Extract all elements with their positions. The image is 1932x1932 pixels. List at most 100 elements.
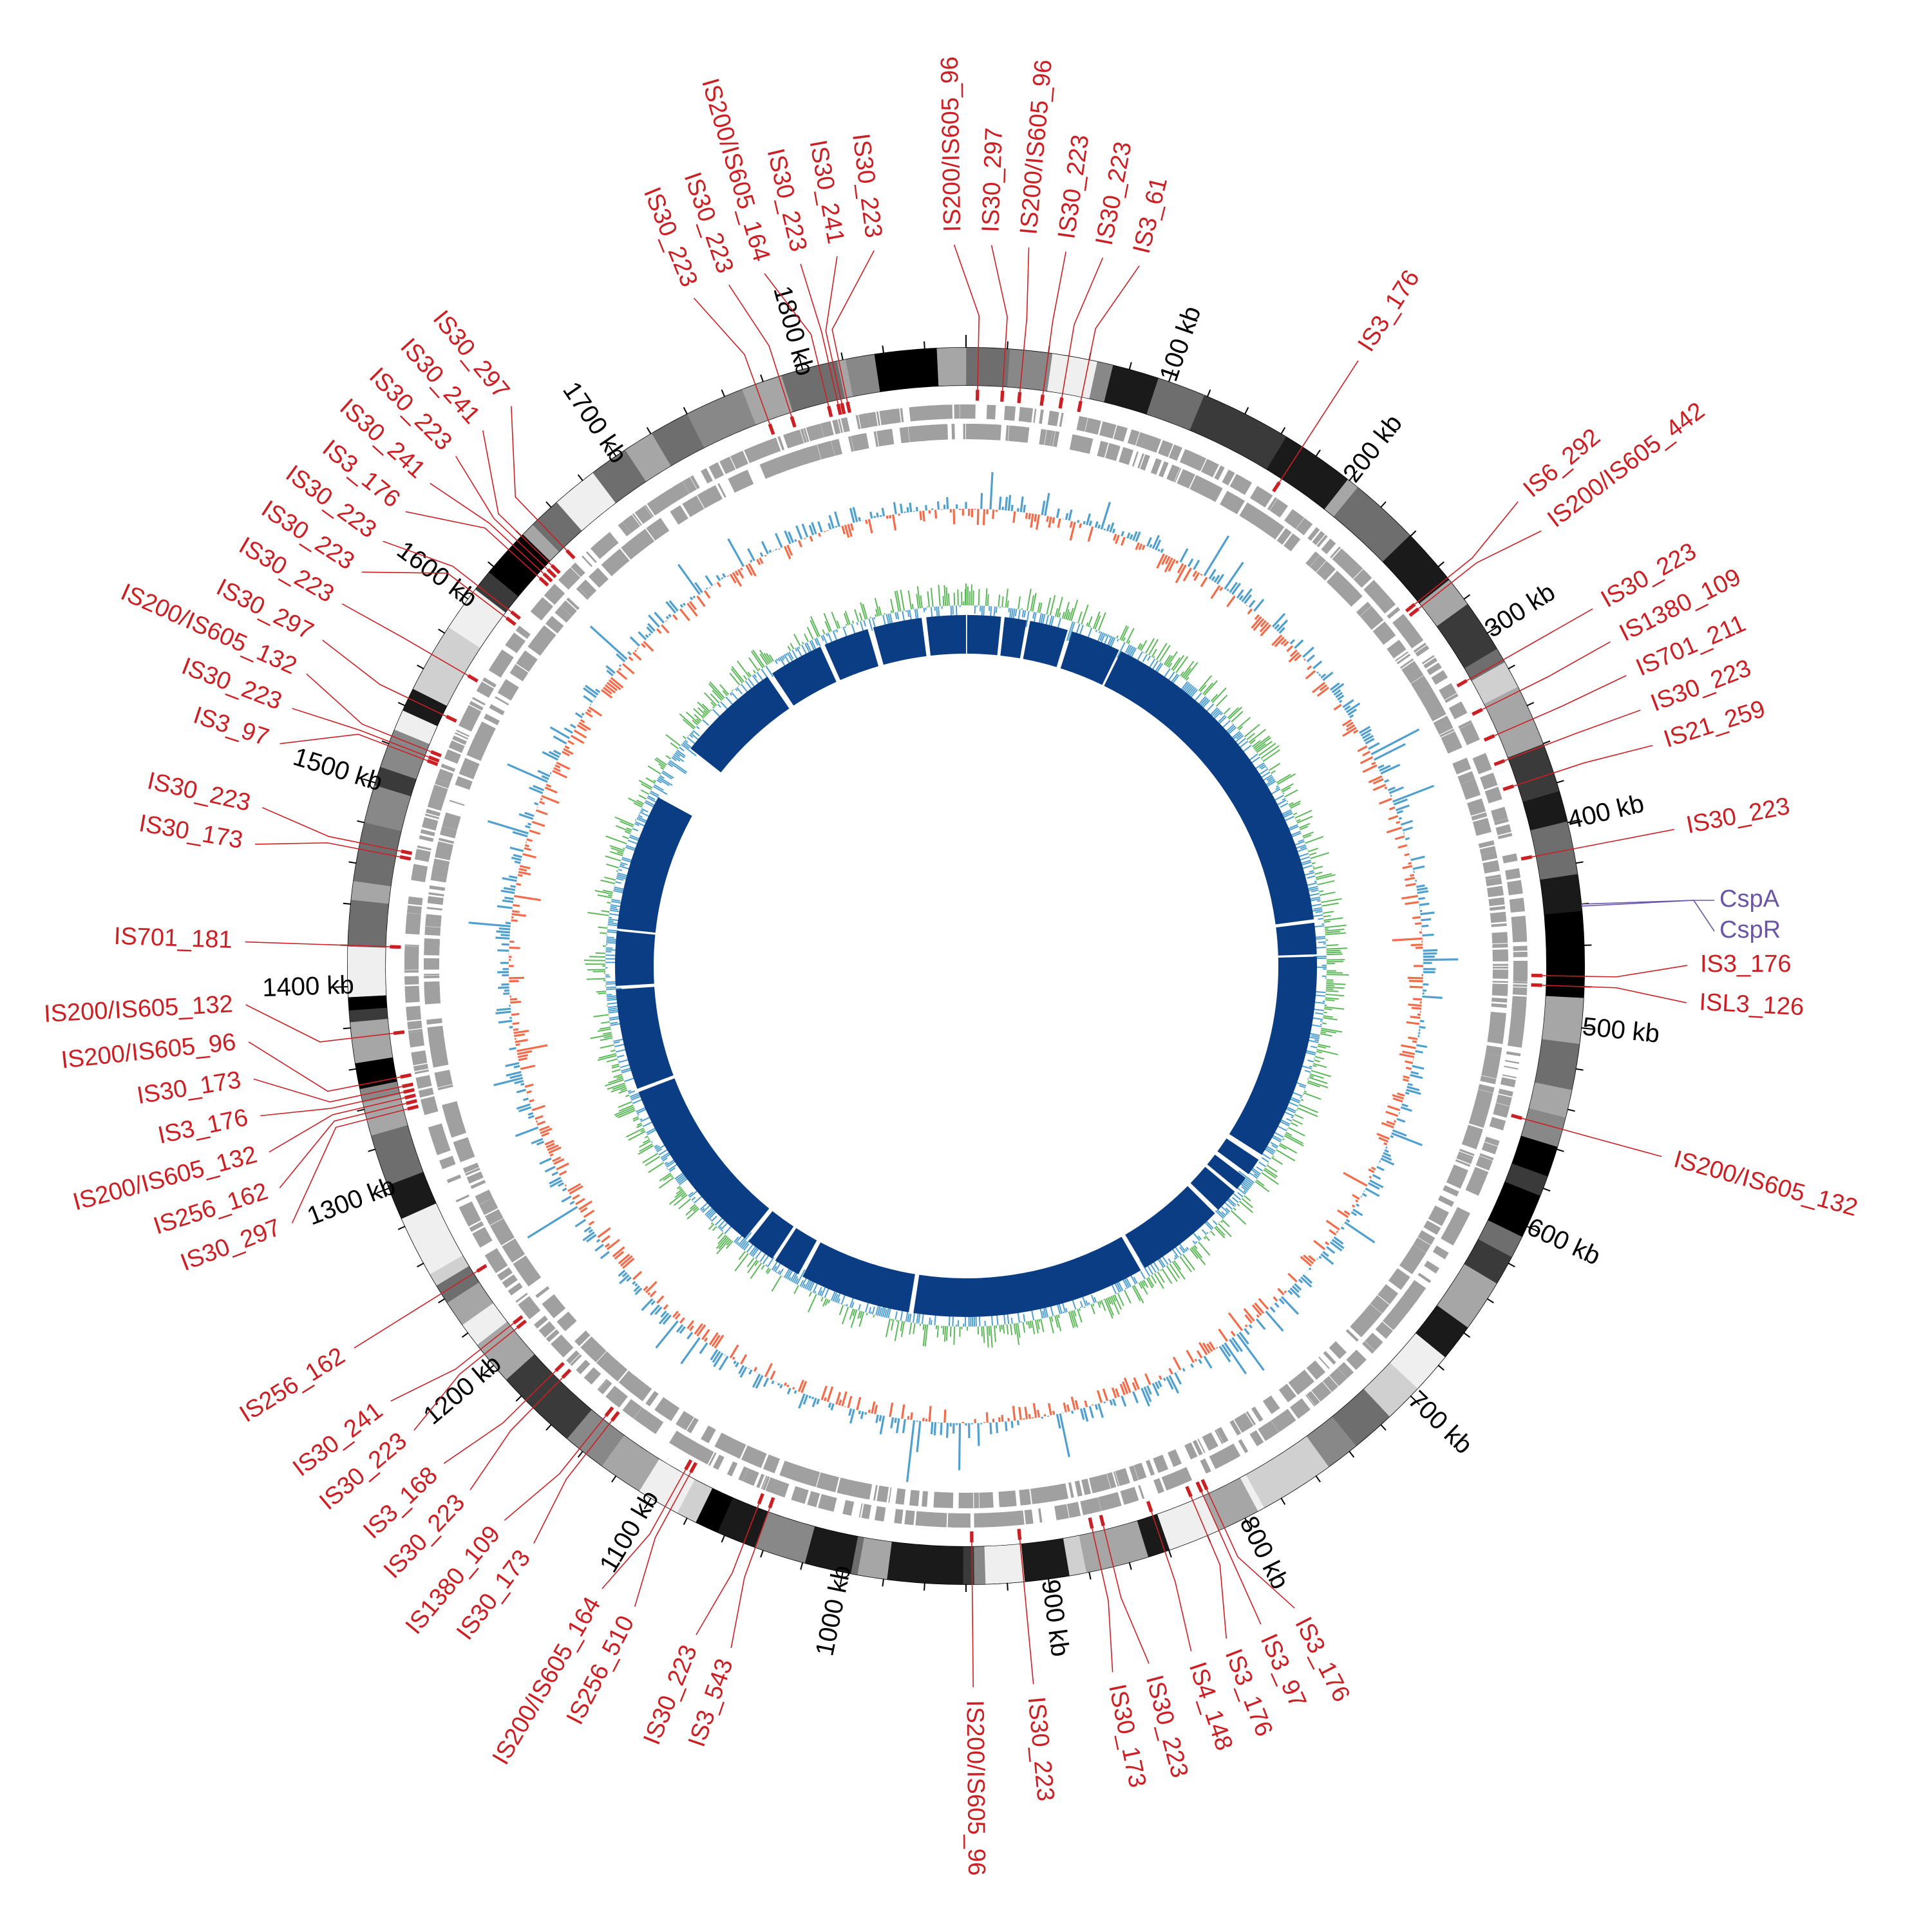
is-callout-line	[1504, 709, 1641, 761]
scale-tick	[1206, 389, 1211, 397]
gene-block-reverse	[1425, 1220, 1441, 1231]
is-element-label: ISL3_126	[1699, 989, 1805, 1021]
gene-block-forward	[1204, 460, 1219, 478]
gene-block-forward	[1394, 616, 1408, 628]
gene-block-forward	[713, 1454, 724, 1470]
gene-block-forward	[1214, 465, 1225, 480]
gene-block-forward	[1481, 1148, 1496, 1155]
scale-tick	[417, 664, 424, 670]
gene-block-reverse	[424, 926, 441, 936]
gene-block-forward	[469, 701, 484, 711]
is-callout-line	[1466, 608, 1593, 681]
gene-block-reverse	[1365, 1306, 1380, 1320]
gene-block-forward	[1113, 1492, 1119, 1507]
gene-block-reverse	[566, 597, 580, 611]
gene-block-reverse	[704, 1427, 714, 1442]
gene-block-reverse	[436, 846, 453, 853]
gene-block-reverse	[1310, 1360, 1326, 1377]
gene-block-reverse	[676, 1410, 687, 1426]
scale-tick	[461, 1332, 469, 1338]
gene-block-reverse	[603, 1358, 620, 1374]
is-mark	[393, 1030, 405, 1036]
is-mark	[467, 674, 478, 683]
gene-block-forward	[417, 845, 431, 851]
is-callout-line	[262, 807, 402, 852]
synteny-block	[617, 797, 692, 933]
gene-block-forward	[433, 784, 448, 791]
gene-block-forward	[1182, 450, 1197, 467]
gene-block-forward	[746, 446, 760, 462]
gene-block-reverse	[1019, 1489, 1028, 1506]
gene-block-reverse	[1468, 1113, 1487, 1128]
gene-block-forward	[450, 740, 465, 751]
gene-block-reverse	[1479, 846, 1497, 855]
gene-block-forward	[431, 786, 448, 797]
gene-block-forward	[1442, 1233, 1457, 1244]
is-callout-line	[292, 708, 430, 758]
is-callout-line	[1080, 265, 1140, 402]
gene-block-reverse	[513, 664, 529, 677]
gene-block-forward	[1513, 984, 1528, 987]
gene-block-reverse	[1045, 430, 1053, 446]
gc-content-track	[583, 583, 1349, 1348]
gene-block-forward	[476, 682, 494, 698]
gene-block-forward	[583, 1367, 601, 1385]
outer-ring-track	[347, 347, 1585, 1585]
gene-block-forward	[730, 454, 740, 469]
gene-block-reverse	[1399, 658, 1414, 669]
gene-block-forward	[406, 905, 422, 914]
gene-block-forward	[469, 1221, 484, 1232]
gene-block-reverse	[462, 1162, 479, 1173]
is-element-label: IS200/IS605_132	[43, 990, 234, 1028]
gene-block-forward	[1367, 584, 1385, 601]
gene-block-forward	[1209, 1455, 1217, 1470]
is-element-label: IS30_223	[847, 132, 887, 240]
gene-block-forward	[534, 1316, 548, 1329]
gene-block-forward	[1349, 1352, 1365, 1368]
gene-block-reverse	[989, 1492, 994, 1508]
gene-block-reverse	[1489, 1017, 1506, 1028]
gene-block-reverse	[1278, 1387, 1292, 1403]
gene-block-reverse	[764, 460, 777, 477]
gene-block-forward	[585, 551, 597, 564]
gene-block-forward	[1506, 1051, 1521, 1057]
is-mark	[403, 1088, 415, 1094]
gene-block-reverse	[1482, 860, 1500, 873]
scale-label: 1100 kb	[594, 1486, 665, 1577]
gene-block-forward	[649, 497, 666, 514]
synteny-block	[1000, 617, 1027, 659]
is-callout-line	[1206, 1489, 1295, 1609]
gene-block-forward	[733, 451, 746, 468]
gene-block-forward	[641, 506, 653, 519]
gene-block-reverse	[658, 1399, 670, 1415]
gene-block-reverse	[1102, 442, 1108, 458]
is-callout-line	[800, 263, 839, 404]
gene-block-forward	[1462, 728, 1476, 736]
gene-block-reverse	[626, 1376, 639, 1391]
gene-block-forward	[545, 1329, 560, 1343]
is-callout-line	[504, 1416, 607, 1521]
gene-block-forward	[794, 430, 804, 445]
gene-block-forward	[1507, 1042, 1522, 1048]
gene-block-reverse	[942, 424, 949, 440]
gene-block-reverse	[1478, 1086, 1494, 1094]
gene-block-forward	[1102, 422, 1108, 437]
gene-block-reverse	[455, 776, 473, 790]
is-mark	[604, 1406, 614, 1417]
gene-block-forward	[1351, 567, 1363, 579]
gene-block-forward	[1257, 490, 1273, 508]
gene-block-reverse	[1214, 1429, 1224, 1444]
gene-block-forward	[1381, 600, 1394, 612]
gene-block-forward	[421, 1096, 436, 1106]
gene-block-reverse	[612, 548, 630, 567]
gene-block-forward	[533, 1315, 546, 1327]
gene-block-forward	[497, 1267, 511, 1278]
gene-block-forward	[1482, 1142, 1498, 1153]
scale-label: 400 kb	[1565, 789, 1647, 835]
gene-block-reverse	[646, 522, 663, 541]
gene-block-forward	[1512, 931, 1527, 938]
is-mark	[402, 1082, 413, 1088]
gene-block-forward	[493, 1261, 508, 1274]
is-callout-line	[634, 1472, 692, 1607]
is-element-label: IS30_241	[804, 138, 849, 246]
